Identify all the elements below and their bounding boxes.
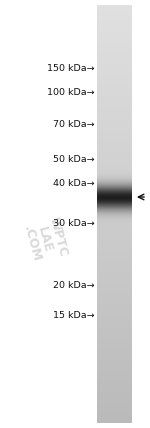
Text: 40 kDa→: 40 kDa→ (53, 178, 95, 187)
Text: 15 kDa→: 15 kDa→ (53, 310, 95, 319)
Text: 100 kDa→: 100 kDa→ (47, 87, 95, 96)
Text: WPTC
LAE
.COM: WPTC LAE .COM (20, 215, 70, 265)
Text: 150 kDa→: 150 kDa→ (47, 63, 95, 72)
Text: 30 kDa→: 30 kDa→ (53, 219, 95, 228)
Text: 70 kDa→: 70 kDa→ (53, 119, 95, 128)
Text: 20 kDa→: 20 kDa→ (53, 280, 95, 289)
Text: 50 kDa→: 50 kDa→ (53, 155, 95, 164)
